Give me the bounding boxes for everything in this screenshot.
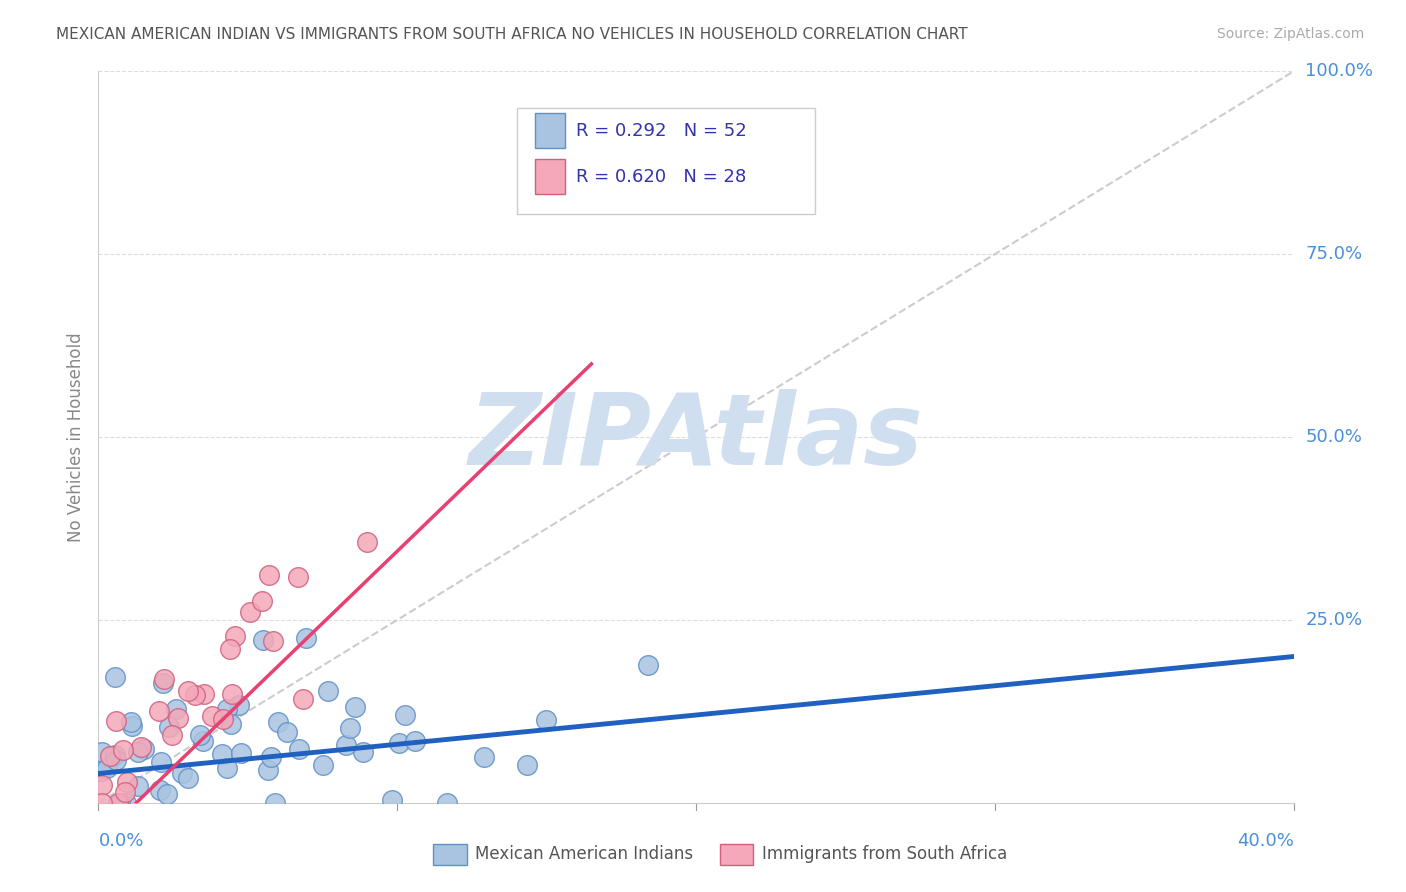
Point — [536, 714, 558, 728]
Text: Mexican American Indians: Mexican American Indians — [475, 845, 693, 863]
Point — [219, 642, 242, 657]
Point — [474, 749, 496, 764]
Point — [148, 705, 170, 719]
Point — [127, 779, 149, 793]
Bar — [534, 159, 565, 194]
Point — [224, 629, 246, 643]
Point — [381, 793, 404, 807]
Point — [221, 687, 243, 701]
Point — [108, 796, 131, 810]
Point — [150, 755, 173, 769]
Point — [152, 675, 174, 690]
Point — [177, 771, 200, 785]
Point — [260, 749, 283, 764]
Point — [90, 778, 112, 792]
Point — [91, 745, 114, 759]
Point — [352, 745, 374, 759]
Text: 40.0%: 40.0% — [1237, 832, 1294, 850]
Point — [191, 733, 214, 747]
Point — [132, 741, 155, 756]
Point — [211, 747, 233, 761]
Point — [193, 687, 215, 701]
Point — [291, 692, 314, 706]
Point — [149, 783, 172, 797]
Text: MEXICAN AMERICAN INDIAN VS IMMIGRANTS FROM SOUTH AFRICA NO VEHICLES IN HOUSEHOLD: MEXICAN AMERICAN INDIAN VS IMMIGRANTS FR… — [56, 27, 967, 42]
Point — [127, 745, 149, 759]
Point — [252, 593, 274, 607]
Point — [404, 734, 426, 748]
Point — [388, 736, 411, 750]
Point — [201, 708, 224, 723]
Point — [156, 787, 179, 801]
Text: 0.0%: 0.0% — [98, 832, 143, 850]
Point — [217, 701, 239, 715]
Bar — [534, 113, 565, 148]
Point — [217, 761, 239, 775]
Point — [120, 715, 142, 730]
Point — [356, 534, 378, 549]
Point — [276, 724, 298, 739]
Point — [257, 763, 280, 777]
Point — [96, 761, 118, 775]
Text: 50.0%: 50.0% — [1306, 428, 1362, 446]
Point — [104, 748, 127, 763]
Point — [167, 711, 190, 725]
Point — [436, 796, 458, 810]
Point — [115, 775, 138, 789]
Point — [162, 728, 184, 742]
Point — [121, 718, 143, 732]
Point — [228, 698, 250, 712]
Point — [516, 757, 538, 772]
Point — [107, 796, 129, 810]
Point — [177, 684, 200, 698]
Bar — [720, 845, 754, 865]
Point — [111, 743, 134, 757]
Point — [190, 728, 212, 742]
Point — [172, 765, 194, 780]
Point — [114, 784, 136, 798]
Point — [394, 708, 416, 723]
Point — [343, 700, 366, 714]
Point — [183, 688, 205, 702]
Point — [312, 757, 335, 772]
Point — [335, 739, 357, 753]
Text: Source: ZipAtlas.com: Source: ZipAtlas.com — [1216, 27, 1364, 41]
Point — [263, 796, 285, 810]
Text: ZIPAtlas: ZIPAtlas — [468, 389, 924, 485]
Point — [294, 632, 316, 646]
Y-axis label: No Vehicles in Household: No Vehicles in Household — [66, 332, 84, 542]
Bar — [433, 845, 467, 865]
Point — [129, 740, 152, 755]
Point — [90, 764, 112, 778]
Point — [229, 746, 252, 760]
FancyBboxPatch shape — [517, 108, 815, 214]
Text: 25.0%: 25.0% — [1306, 611, 1362, 629]
Text: R = 0.620   N = 28: R = 0.620 N = 28 — [576, 169, 747, 186]
Text: Immigrants from South Africa: Immigrants from South Africa — [762, 845, 1007, 863]
Point — [212, 712, 235, 726]
Point — [239, 605, 262, 619]
Point — [104, 670, 127, 684]
Point — [316, 684, 339, 698]
Point — [287, 570, 309, 584]
Point — [98, 748, 121, 763]
Text: R = 0.292   N = 52: R = 0.292 N = 52 — [576, 122, 747, 140]
Point — [153, 672, 176, 686]
Point — [157, 720, 180, 734]
Point — [262, 634, 284, 648]
Point — [339, 721, 361, 735]
Point — [105, 714, 128, 728]
Point — [90, 796, 112, 810]
Point — [288, 742, 311, 756]
Point — [267, 714, 290, 729]
Point — [252, 632, 274, 647]
Point — [165, 702, 187, 716]
Text: 100.0%: 100.0% — [1306, 62, 1374, 80]
Text: 75.0%: 75.0% — [1306, 245, 1362, 263]
Point — [115, 796, 138, 810]
Point — [219, 717, 242, 731]
Point — [257, 567, 280, 582]
Point — [105, 753, 128, 767]
Point — [637, 658, 659, 673]
